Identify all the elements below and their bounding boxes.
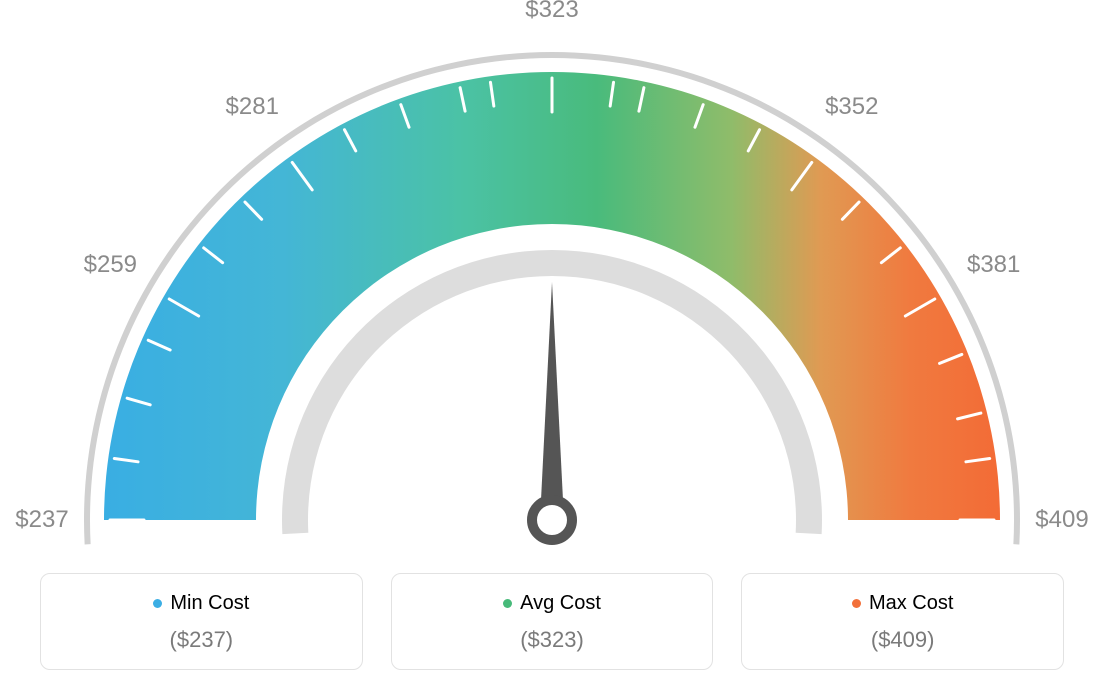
legend-value-avg: ($323) (402, 627, 703, 653)
legend-title-max: Max Cost (852, 592, 953, 615)
legend-card-min: Min Cost ($237) (40, 573, 363, 670)
gauge-tick-label: $352 (825, 93, 878, 121)
legend-dot-min (153, 599, 162, 608)
gauge-tick-label: $259 (84, 251, 137, 279)
legend-card-avg: Avg Cost ($323) (391, 573, 714, 670)
legend-row: Min Cost ($237) Avg Cost ($323) Max Cost… (40, 573, 1064, 670)
legend-label-avg: Avg Cost (520, 592, 601, 615)
gauge-svg (0, 0, 1104, 560)
legend-dot-max (852, 599, 861, 608)
legend-value-max: ($409) (752, 627, 1053, 653)
legend-card-max: Max Cost ($409) (741, 573, 1064, 670)
legend-title-min: Min Cost (153, 592, 249, 615)
gauge-tick-label: $237 (15, 506, 68, 534)
gauge-tick-label: $281 (226, 93, 279, 121)
cost-gauge: $237 $259 $281 $323 $352 $381 $409 (0, 0, 1104, 560)
gauge-tick-label: $323 (525, 0, 578, 24)
legend-dot-avg (503, 599, 512, 608)
legend-label-max: Max Cost (869, 592, 953, 615)
legend-value-min: ($237) (51, 627, 352, 653)
legend-label-min: Min Cost (170, 592, 249, 615)
legend-title-avg: Avg Cost (503, 592, 601, 615)
gauge-tick-label: $381 (967, 251, 1020, 279)
gauge-tick-label: $409 (1035, 506, 1088, 534)
